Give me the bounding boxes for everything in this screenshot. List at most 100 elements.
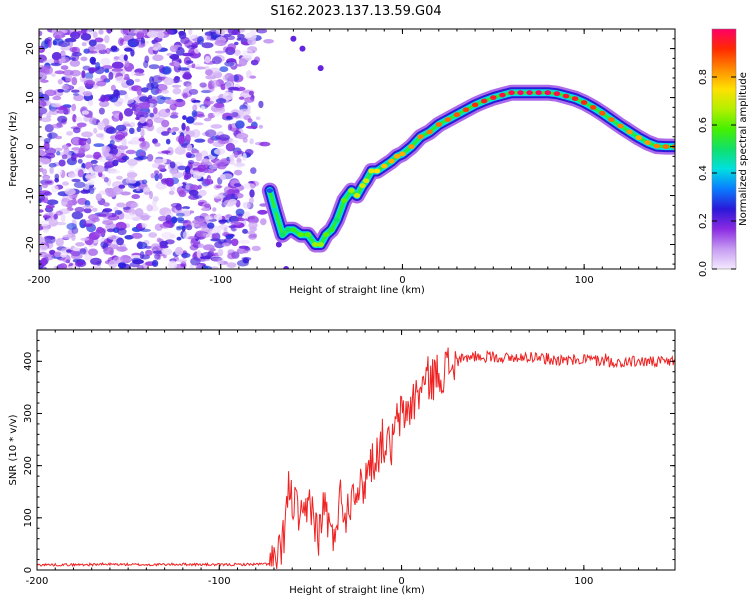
noise-blob — [218, 134, 230, 141]
noise-blob — [67, 173, 77, 178]
ridge-point — [333, 217, 341, 223]
noise-blob — [161, 158, 167, 164]
noise-blob — [53, 213, 58, 220]
ridge-point — [312, 242, 319, 247]
noise-blob — [163, 77, 174, 86]
noise-blob — [98, 107, 105, 115]
noise-blob — [48, 218, 59, 227]
y-tick-label: 10 — [25, 91, 36, 104]
noise-blob — [235, 120, 245, 129]
noise-blob — [61, 154, 68, 160]
noise-blob — [138, 155, 148, 160]
noise-blob — [239, 29, 245, 33]
noise-blob — [50, 62, 61, 66]
noise-blob — [210, 266, 219, 269]
noise-blob — [88, 39, 97, 47]
noise-blob — [89, 56, 96, 64]
noise-blob — [244, 97, 255, 103]
noise-blob — [117, 262, 127, 269]
noise-blob — [104, 153, 113, 160]
noise-blob — [161, 231, 174, 240]
noise-blob — [74, 260, 87, 268]
noise-blob — [116, 237, 124, 246]
noise-blob — [161, 131, 170, 136]
noise-blob — [215, 185, 223, 189]
noise-blob — [57, 168, 63, 176]
noise-blob — [159, 223, 171, 229]
noise-blob — [200, 89, 212, 94]
noise-blob — [152, 196, 159, 202]
noise-blob — [199, 222, 207, 227]
noise-blob — [122, 97, 134, 104]
noise-blob — [227, 123, 232, 131]
noise-blob — [244, 246, 251, 251]
noise-blob — [225, 115, 233, 120]
noise-blob — [44, 180, 53, 184]
noise-blob — [219, 174, 226, 180]
noise-blob — [87, 67, 98, 72]
noise-blob — [185, 125, 190, 132]
noise-blob — [64, 188, 76, 196]
noise-blob — [74, 206, 85, 213]
noise-blob — [234, 151, 239, 159]
noise-blob — [168, 190, 175, 195]
x-tick-label: -200 — [26, 576, 49, 587]
noise-blob — [235, 208, 245, 216]
noise-blob — [176, 236, 182, 241]
noise-blob — [85, 143, 91, 150]
noise-blob — [105, 188, 118, 198]
ridge-point — [599, 110, 606, 116]
noise-blob — [114, 210, 123, 215]
noise-blob — [204, 31, 214, 36]
noise-blob — [123, 54, 128, 61]
snr-y-axis-label: SNR (10 * v/v) — [8, 414, 19, 485]
noise-blob — [47, 132, 58, 139]
noise-blob — [238, 109, 244, 116]
noise-blob — [87, 50, 98, 54]
noise-blob — [96, 80, 107, 87]
noise-blob — [113, 101, 123, 107]
noise-blob — [180, 263, 186, 267]
noise-blob — [191, 99, 201, 104]
noise-blob — [123, 76, 131, 81]
noise-blob — [204, 56, 211, 64]
noise-blob — [57, 79, 63, 85]
noise-blob — [227, 43, 237, 51]
noise-blob — [203, 65, 210, 71]
y-tick-label: 0 — [25, 143, 36, 149]
noise-blob — [151, 163, 159, 169]
colorbar-label: Normalized spectral amplitude — [738, 72, 749, 226]
noise-blob — [75, 242, 85, 247]
noise-blob — [39, 193, 45, 202]
noise-blob — [242, 152, 247, 161]
noise-blob — [118, 112, 123, 121]
noise-blob — [203, 178, 214, 185]
noise-blob — [113, 89, 120, 97]
noise-blob — [213, 102, 225, 108]
noise-blob — [137, 43, 146, 48]
noise-blob — [178, 135, 185, 145]
noise-blob — [71, 51, 82, 57]
noise-blob — [71, 77, 78, 86]
noise-blob — [55, 237, 64, 247]
noise-blob — [66, 265, 78, 269]
noise-blob — [121, 155, 130, 161]
noise-blob — [169, 103, 177, 111]
noise-blob — [95, 193, 103, 201]
noise-blob — [40, 117, 52, 123]
noise-blob — [77, 158, 83, 164]
noise-blob — [103, 247, 114, 255]
noise-blob — [126, 172, 138, 178]
noise-blob — [134, 72, 145, 76]
y-tick-label: 300 — [23, 404, 34, 423]
noise-blob — [96, 226, 104, 234]
noise-blob — [70, 252, 83, 260]
noise-blob — [242, 201, 251, 209]
noise-blob — [242, 49, 254, 59]
noise-blob — [139, 215, 152, 218]
colorbar-ticks: 0.0 0.2 0.4 0.6 0.8 — [698, 69, 736, 277]
noise-blob — [104, 68, 110, 73]
noise-blob — [169, 45, 178, 53]
noise-blob — [196, 113, 205, 118]
noise-blob — [210, 124, 223, 129]
